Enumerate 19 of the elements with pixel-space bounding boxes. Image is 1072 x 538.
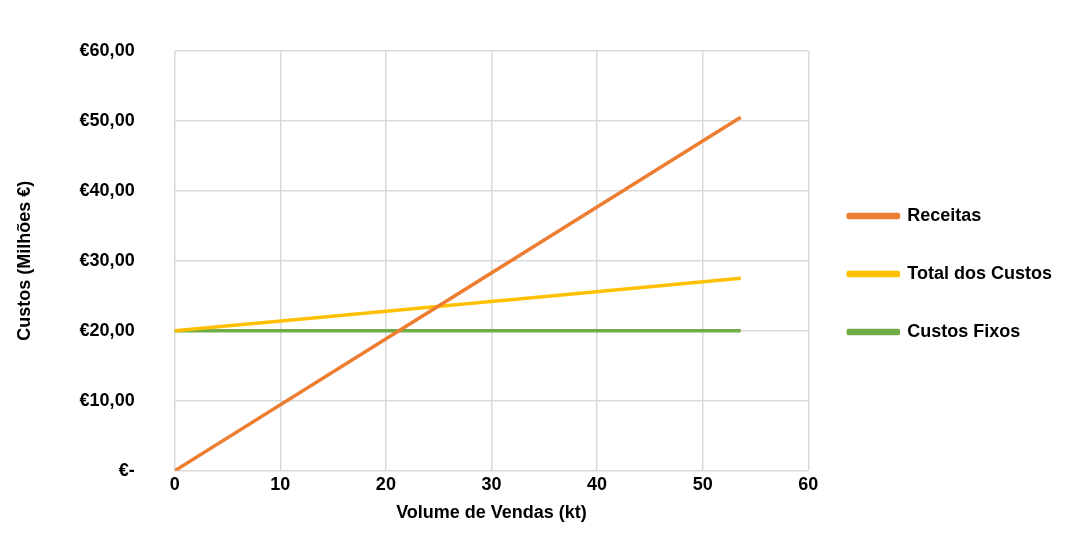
y-tick-label: €30,00	[79, 249, 135, 270]
x-tick-label: 50	[692, 473, 713, 494]
x-tick-label: 20	[375, 473, 396, 494]
y-tick-label: €50,00	[79, 109, 135, 130]
y-tick-label: €-	[118, 459, 135, 480]
x-tick-label: 40	[587, 473, 608, 494]
legend-label: Receitas	[907, 204, 982, 225]
y-tick-label: €60,00	[79, 39, 135, 60]
x-tick-label: 10	[270, 473, 291, 494]
x-tick-label: 30	[481, 473, 502, 494]
y-axis-title: Custos (Milhões €)	[13, 180, 34, 341]
x-tick-label: 60	[798, 473, 819, 494]
y-tick-label: €40,00	[79, 179, 135, 200]
legend-label: Total dos Custos	[907, 262, 1052, 283]
x-tick-label: 0	[169, 473, 180, 494]
legend-label: Custos Fixos	[907, 320, 1021, 341]
x-axis-title: Volume de Vendas (kt)	[396, 502, 587, 523]
y-tick-label: €10,00	[79, 389, 135, 410]
y-tick-label: €20,00	[79, 319, 135, 340]
